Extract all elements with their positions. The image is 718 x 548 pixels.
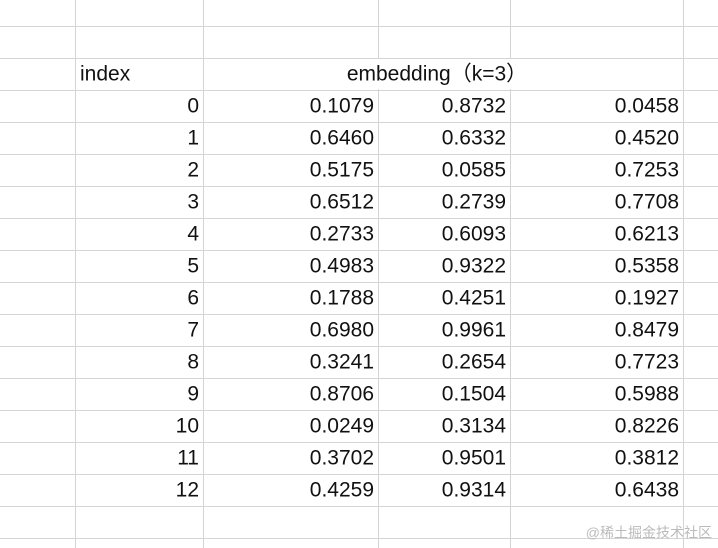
value-cell: 0.7708: [615, 191, 679, 214]
value-cell: 0.3134: [442, 415, 507, 438]
value-cell: 0.1504: [442, 383, 507, 406]
index-cell: 11: [177, 447, 199, 470]
value-cell: 0.0249: [310, 415, 374, 438]
index-cell: 10: [176, 415, 199, 438]
value-cell: 0.4251: [442, 287, 506, 310]
value-cell: 0.8706: [310, 383, 374, 406]
watermark: @稀土掘金技术社区: [586, 525, 712, 541]
index-cell: 3: [187, 191, 199, 214]
index-cell: 0: [187, 95, 199, 118]
value-cell: 0.4983: [310, 255, 374, 278]
value-cell: 0.1788: [310, 287, 374, 310]
value-cell: 0.9314: [442, 479, 507, 502]
value-cell: 0.8479: [615, 319, 679, 342]
value-cell: 0.5358: [615, 255, 679, 278]
value-cell: 0.3241: [310, 351, 374, 374]
index-cell: 9: [187, 383, 199, 406]
value-cell: 0.6460: [310, 127, 374, 150]
value-cell: 0.0458: [615, 95, 679, 118]
value-cell: 0.8732: [442, 95, 506, 118]
value-cell: 0.7723: [615, 351, 679, 374]
index-cell: 12: [176, 479, 199, 502]
value-cell: 0.4520: [615, 127, 679, 150]
value-cell: 0.0585: [442, 159, 506, 182]
value-cell: 0.9322: [442, 255, 506, 278]
value-cell: 0.3812: [615, 447, 679, 470]
index-cell: 5: [187, 255, 199, 278]
value-cell: 0.1079: [310, 95, 374, 118]
header-index: index: [80, 63, 131, 86]
value-cell: 0.6332: [442, 127, 506, 150]
index-cell: 4: [187, 223, 199, 246]
value-cell: 0.3702: [310, 447, 374, 470]
value-cell: 0.6980: [310, 319, 374, 342]
index-cell: 2: [187, 159, 199, 182]
value-cell: 0.6438: [615, 479, 679, 502]
value-cell: 0.2733: [310, 223, 374, 246]
index-cell: 6: [187, 287, 199, 310]
merged-cell: [204, 59, 682, 89]
value-cell: 0.6213: [615, 223, 679, 246]
index-cell: 8: [187, 351, 199, 374]
value-cell: 0.6512: [310, 191, 374, 214]
index-cell: 7: [187, 319, 199, 342]
value-cell: 0.5988: [615, 383, 679, 406]
value-cell: 0.5175: [310, 159, 374, 182]
value-cell: 0.4259: [310, 479, 374, 502]
index-cell: 1: [187, 127, 199, 150]
value-cell: 0.6093: [442, 223, 506, 246]
header-embedding: embedding（k=3）: [347, 63, 527, 86]
value-cell: 0.9501: [442, 447, 506, 470]
value-cell: 0.8226: [615, 415, 679, 438]
value-cell: 0.1927: [615, 287, 679, 310]
value-cell: 0.7253: [615, 159, 679, 182]
value-cell: 0.2654: [442, 351, 507, 374]
value-cell: 0.9961: [442, 319, 506, 342]
value-cell: 0.2739: [442, 191, 506, 214]
